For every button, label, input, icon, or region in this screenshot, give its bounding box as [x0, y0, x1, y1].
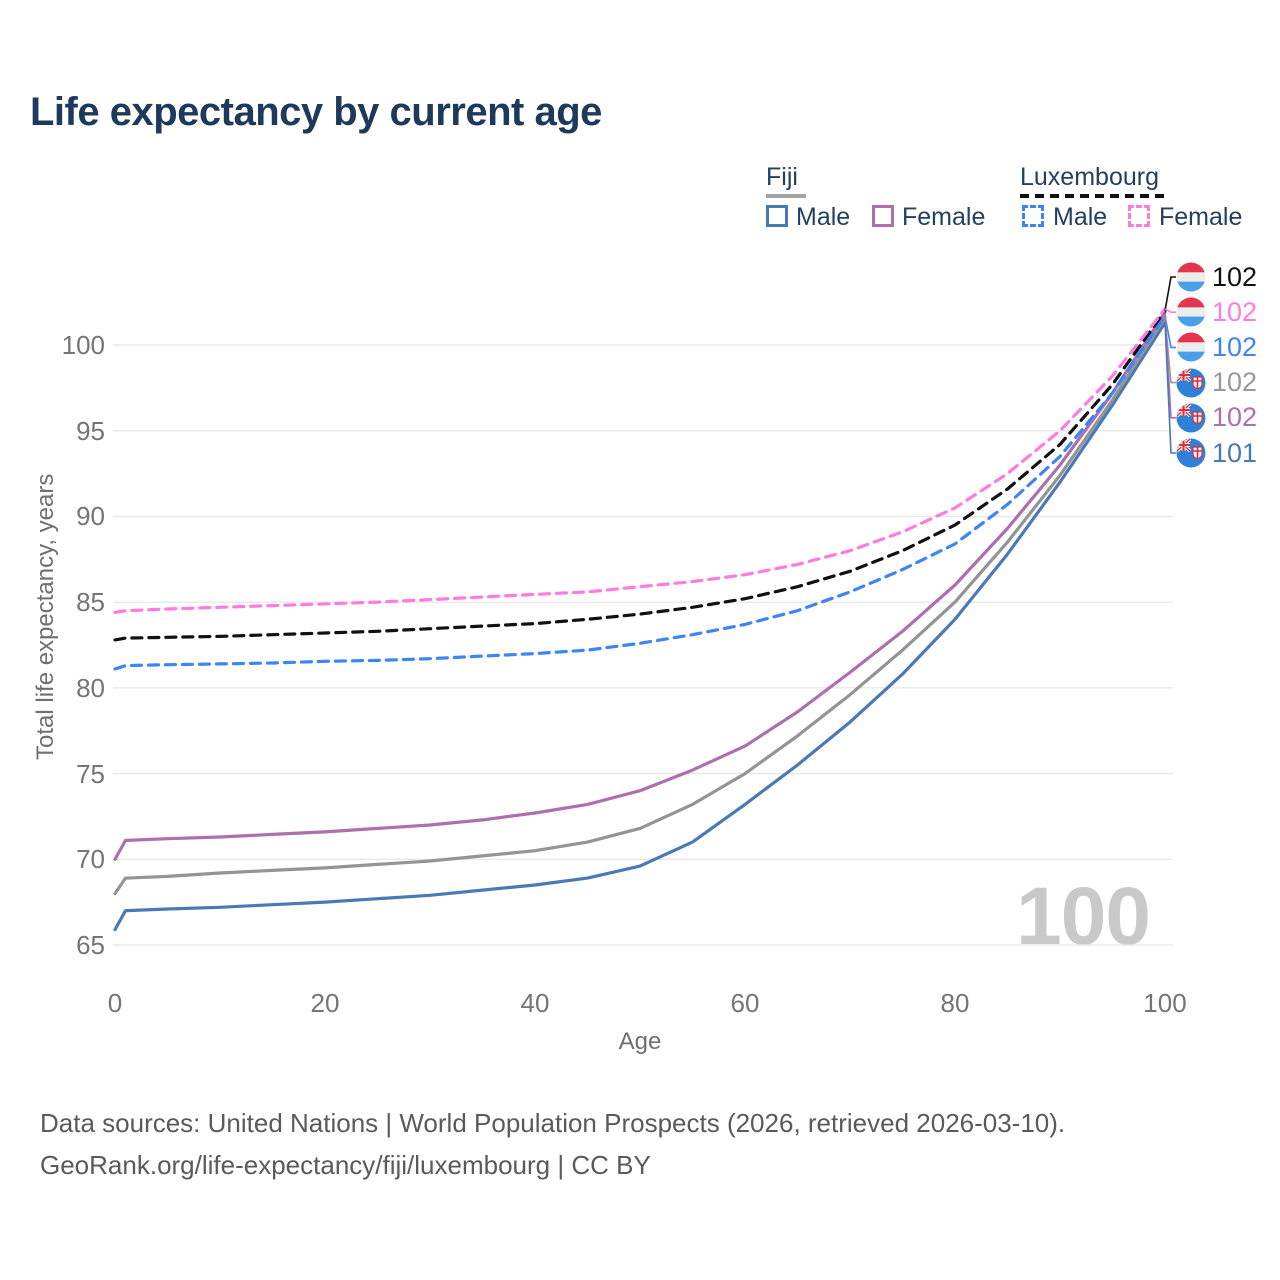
series-line-fiji_female[interactable]: [113, 310, 1167, 861]
fiji-flag-icon: [1176, 438, 1206, 468]
end-label-value-lux_both: 102: [1212, 261, 1258, 292]
fiji-flag-icon: [1176, 403, 1206, 433]
legend-label-fiji-female[interactable]: Female: [902, 203, 986, 231]
end-label-row-fiji_male: 101: [1176, 437, 1257, 469]
end-label-connector-fiji_female: [1164, 312, 1176, 419]
end-label-row-fiji_both: 102: [1176, 367, 1257, 399]
x-tick-20: 20: [310, 988, 340, 1018]
watermark-age-100: 100: [1016, 871, 1151, 962]
page-title: Life expectancy by current age: [30, 90, 602, 134]
end-label-connector-lux_both: [1164, 276, 1176, 311]
luxembourg-flag-icon: [1176, 332, 1206, 362]
end-label-value-fiji_both: 102: [1212, 367, 1258, 398]
y-tick-90: 90: [76, 501, 105, 532]
y-tick-85: 85: [76, 587, 105, 618]
legend-swatch-luxembourg-male[interactable]: [1022, 205, 1044, 227]
series-line-lux_male[interactable]: [113, 314, 1167, 671]
end-label-row-lux_both: 102: [1176, 261, 1257, 293]
y-tick-65: 65: [76, 930, 105, 960]
x-tick-100: 100: [1143, 988, 1187, 1018]
footer-attribution-link[interactable]: GeoRank.org/life-expectancy/fiji/luxembo…: [40, 1150, 651, 1180]
series-line-fiji_male[interactable]: [113, 321, 1167, 932]
footer-data-sources: Data sources: United Nations | World Pop…: [40, 1108, 1066, 1138]
legend-luxembourg-underline: [1020, 194, 1166, 198]
y-tick-95: 95: [76, 415, 105, 446]
end-label-connector-fiji_male: [1164, 322, 1176, 454]
legend-fiji-underline: [766, 194, 806, 198]
x-tick-60: 60: [730, 988, 760, 1018]
luxembourg-flag-icon: [1176, 297, 1206, 327]
x-tick-0: 0: [107, 988, 123, 1018]
end-label-value-fiji_male: 101: [1212, 437, 1258, 468]
end-label-value-fiji_female: 102: [1212, 402, 1258, 433]
end-label-row-fiji_female: 102: [1176, 402, 1257, 434]
series-line-lux_female[interactable]: [113, 307, 1167, 615]
legend-label-luxembourg-male[interactable]: Male: [1053, 203, 1108, 231]
y-tick-75: 75: [76, 758, 105, 789]
y-tick-80: 80: [76, 672, 105, 703]
end-label-value-lux_male: 102: [1212, 331, 1258, 362]
x-tick-40: 40: [520, 988, 550, 1018]
end-label-row-lux_male: 102: [1176, 331, 1257, 363]
x-tick-80: 80: [940, 988, 970, 1018]
legend-label-fiji-male[interactable]: Male: [796, 203, 851, 231]
legend-group-fiji-label: Fiji: [766, 163, 798, 191]
end-label-row-lux_female: 102: [1176, 296, 1257, 328]
legend-swatch-fiji-male[interactable]: [766, 205, 788, 227]
legend-swatch-luxembourg-female[interactable]: [1128, 205, 1150, 227]
fiji-flag-icon: [1176, 368, 1206, 398]
legend-group-luxembourg-label: Luxembourg: [1020, 163, 1159, 191]
luxembourg-flag-icon: [1176, 262, 1206, 292]
end-label-value-lux_female: 102: [1212, 296, 1258, 327]
legend-label-luxembourg-female[interactable]: Female: [1159, 203, 1243, 231]
legend-swatch-fiji-female[interactable]: [872, 205, 894, 227]
y-tick-70: 70: [76, 844, 105, 875]
series-line-lux_both[interactable]: [113, 309, 1167, 642]
end-label-connector-lux_male: [1164, 315, 1176, 349]
end-label-connector-lux_female: [1164, 308, 1176, 313]
y-tick-100: 100: [61, 330, 105, 360]
x-axis-title: Age: [618, 1028, 662, 1055]
series-line-fiji_both[interactable]: [113, 316, 1167, 896]
